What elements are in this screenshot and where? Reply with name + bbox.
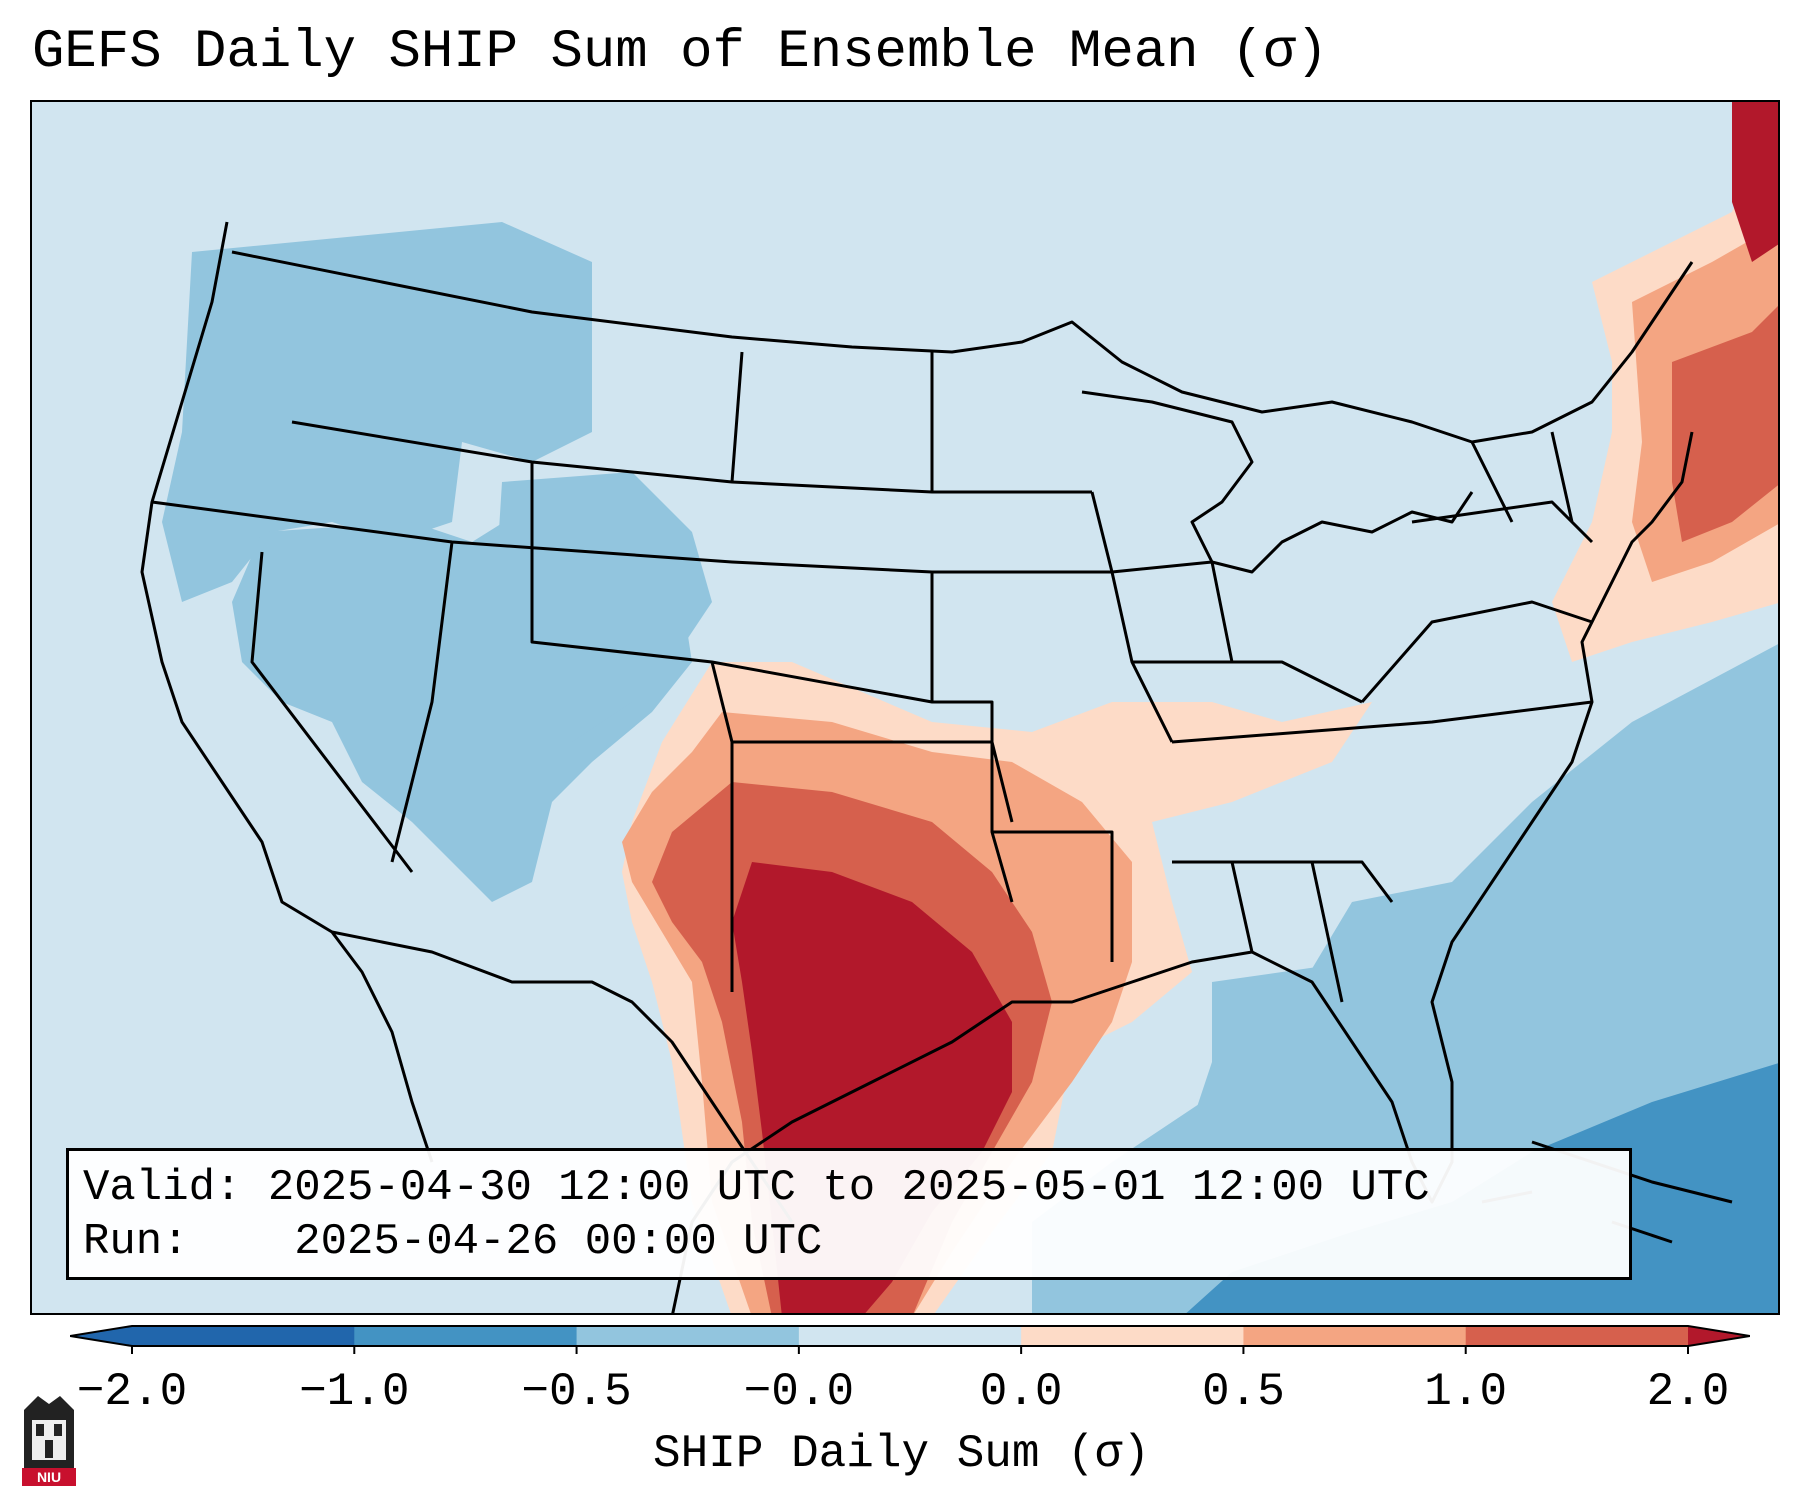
colorbar-tick-label: −2.0: [76, 1366, 188, 1418]
us-mexico-border: [331, 930, 794, 1223]
info-box: Valid: 2025-04-30 12:00 UTC to 2025-05-0…: [66, 1148, 1632, 1280]
colorbar-extend-left: [70, 1326, 132, 1346]
colorbar-segment: [576, 1326, 800, 1346]
colorbar-label: SHIP Daily Sum (σ): [653, 1428, 1150, 1480]
map-panel[interactable]: [30, 100, 1780, 1315]
colorbar: [70, 1325, 1750, 1354]
page-title: GEFS Daily SHIP Sum of Ensemble Mean (σ): [32, 22, 1329, 83]
us-canada-border: [231, 250, 1694, 444]
map-outlines: [140, 221, 1733, 1313]
colorbar-tick-label: 1.0: [1424, 1366, 1508, 1418]
colorbar-tick-label: 0.0: [979, 1366, 1063, 1418]
colorbar-segment: [354, 1326, 578, 1346]
colorbar-extend-right: [1688, 1326, 1750, 1346]
run-label: Run:: [83, 1217, 189, 1267]
great-lakes: [1081, 390, 1474, 574]
colorbar-segment: [132, 1326, 355, 1346]
logo-text: NIU: [37, 1469, 61, 1485]
field-region-west-medium: [162, 222, 592, 602]
colorbar-segment: [798, 1326, 1022, 1346]
colorbar-tick-label: −1.0: [299, 1366, 410, 1418]
colorbar-tick-label: −0.5: [521, 1366, 632, 1418]
colorbar-segment: [1021, 1326, 1244, 1346]
colorbar-segment: [1243, 1326, 1467, 1346]
valid-value: 2025-04-30 12:00 UTC to 2025-05-01 12:00…: [267, 1163, 1430, 1213]
colorbar-segment: [1465, 1326, 1689, 1346]
colorbar-tick-label: 2.0: [1646, 1366, 1730, 1418]
field-region-colorado: [492, 472, 712, 762]
map-svg: [140, 102, 1778, 1313]
west-coast: [140, 221, 434, 1163]
field-region-northeast-high: [1672, 306, 1778, 542]
field-region-northeast-max: [1732, 102, 1778, 262]
colorbar-tick-label: −0.0: [743, 1366, 855, 1418]
colorbar-tick-label: 0.5: [1202, 1366, 1285, 1418]
niu-logo: NIU: [22, 1396, 76, 1486]
run-value: 2025-04-26 00:00 UTC: [294, 1217, 823, 1267]
valid-label: Valid:: [83, 1163, 242, 1213]
